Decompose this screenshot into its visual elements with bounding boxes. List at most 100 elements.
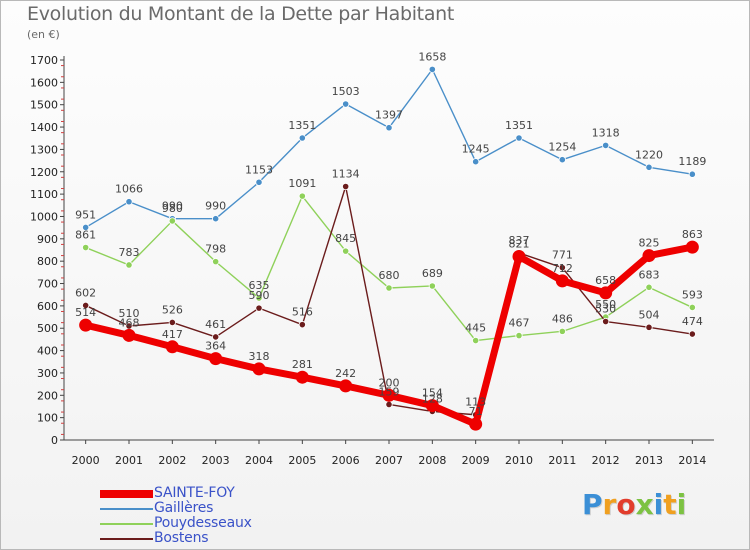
- y-tick-label: 1300: [30, 143, 58, 156]
- y-tick-label: 100: [37, 412, 58, 425]
- data-point-bostens: [558, 264, 566, 272]
- data-point-pouydesseaux: [168, 217, 176, 225]
- data-point-bostens: [82, 301, 90, 310]
- series-layer: [79, 65, 699, 431]
- y-tick-label: 700: [37, 278, 58, 291]
- data-label-pouydesseaux: 689: [422, 267, 443, 280]
- data-point-pouydesseaux: [125, 261, 133, 269]
- x-tick-label: 2003: [202, 454, 230, 467]
- data-label-sainte-foy: 863: [682, 228, 703, 241]
- data-point-bostens: [298, 321, 306, 329]
- data-label-pouydesseaux: 635: [249, 279, 270, 292]
- data-label-gailleres: 1153: [245, 163, 273, 176]
- data-label-bostens: 474: [682, 315, 703, 328]
- data-point-bostens: [255, 304, 263, 312]
- data-label-bostens: 530: [595, 303, 616, 316]
- data-point-pouydesseaux: [342, 247, 350, 255]
- data-point-gailleres: [298, 134, 306, 142]
- data-label-pouydesseaux: 680: [379, 269, 400, 282]
- data-label-pouydesseaux: 445: [465, 322, 486, 335]
- data-label-bostens: 461: [205, 318, 226, 331]
- data-label-pouydesseaux: 550: [595, 298, 616, 311]
- x-tick-label: 2001: [115, 454, 143, 467]
- data-point-gailleres: [558, 156, 566, 164]
- y-tick-label: 900: [37, 233, 58, 246]
- data-point-pouydesseaux: [385, 284, 393, 292]
- data-label-sainte-foy: 154: [422, 387, 443, 400]
- proxiti-logo: Proxiti: [582, 488, 686, 521]
- data-label-gailleres: 1351: [288, 119, 316, 132]
- data-label-pouydesseaux: 861: [75, 229, 96, 242]
- data-point-pouydesseaux: [645, 283, 653, 291]
- data-point-sainte-foy: [165, 340, 179, 354]
- data-label-bostens: 113: [465, 396, 486, 409]
- chart-title: Evolution du Montant de la Dette par Hab…: [27, 3, 455, 25]
- data-point-gailleres: [645, 163, 653, 171]
- data-point-bostens: [168, 318, 176, 327]
- data-label-pouydesseaux: 980: [162, 202, 183, 215]
- logo-letter: t: [663, 488, 677, 521]
- x-tick-label: 2008: [418, 454, 446, 467]
- data-point-sainte-foy: [469, 417, 483, 431]
- data-point-sainte-foy: [599, 286, 613, 300]
- data-label-gailleres: 1189: [678, 155, 706, 168]
- data-point-gailleres: [428, 65, 436, 73]
- data-point-pouydesseaux: [428, 282, 436, 290]
- data-point-sainte-foy: [555, 274, 569, 288]
- data-label-bostens: 526: [162, 303, 183, 316]
- data-label-pouydesseaux: 845: [335, 232, 356, 245]
- data-point-pouydesseaux: [558, 327, 566, 335]
- y-tick-label: 1200: [30, 166, 58, 179]
- data-point-sainte-foy: [382, 388, 396, 402]
- data-label-gailleres: 990: [162, 200, 183, 213]
- y-tick-label: 600: [37, 300, 58, 313]
- line-chart: 0 100 200 300 400 500 600 700 800 900 1000 1100 1200…: [30, 50, 714, 467]
- data-point-gailleres: [602, 141, 610, 149]
- data-label-sainte-foy: 821: [509, 237, 530, 250]
- data-point-bostens: [342, 182, 350, 191]
- data-label-bostens: 128: [422, 392, 443, 405]
- data-label-sainte-foy: 200: [379, 376, 400, 389]
- legend-swatch-pouydesseaux: [100, 523, 153, 525]
- logo-letter: i: [653, 488, 664, 521]
- data-point-sainte-foy: [209, 352, 223, 366]
- data-label-sainte-foy: 712: [552, 262, 573, 275]
- data-label-pouydesseaux: 683: [639, 268, 660, 281]
- data-point-bostens: [688, 330, 696, 338]
- data-point-bostens: [602, 317, 610, 326]
- y-tick-label: 1500: [30, 99, 58, 112]
- data-label-gailleres: 1066: [115, 183, 143, 196]
- data-label-pouydesseaux: 783: [119, 246, 140, 259]
- chart-axes: 0 100 200 300 400 500 600 700 800 900 1000 1100 1200…: [30, 54, 714, 467]
- data-point-pouydesseaux: [212, 258, 220, 266]
- data-point-gailleres: [125, 198, 133, 206]
- x-tick-label: 2005: [288, 454, 316, 467]
- data-label-gailleres: 1318: [592, 126, 620, 139]
- data-point-sainte-foy: [339, 379, 353, 393]
- data-label-sainte-foy: 514: [75, 306, 96, 319]
- data-point-bostens: [645, 323, 653, 331]
- data-label-bostens: 516: [292, 306, 313, 319]
- data-label-gailleres: 951: [75, 208, 96, 221]
- y-tick-label: 1000: [30, 210, 58, 223]
- logo-letter: i: [676, 488, 687, 521]
- data-point-gailleres: [515, 134, 523, 142]
- data-label-sainte-foy: 658: [595, 274, 616, 287]
- data-point-pouydesseaux: [298, 192, 306, 200]
- data-point-pouydesseaux: [255, 294, 263, 302]
- legend-swatch-sainte-foy: [100, 490, 153, 498]
- legend-label-sainte-foy: SAINTE-FOY: [154, 485, 235, 501]
- y-tick-label: 1700: [30, 54, 58, 67]
- data-point-sainte-foy: [425, 399, 439, 413]
- logo-letter: x: [635, 488, 654, 521]
- data-point-gailleres: [82, 223, 90, 232]
- data-label-bostens: 504: [639, 308, 660, 321]
- y-tick-label: 200: [37, 389, 58, 402]
- x-tick-label: 2011: [548, 454, 576, 467]
- y-tick-label: 0: [51, 434, 58, 447]
- data-label-pouydesseaux: 593: [682, 288, 703, 301]
- data-label-bostens: 771: [552, 249, 573, 262]
- data-point-gailleres: [255, 178, 263, 186]
- data-point-bostens: [385, 400, 393, 409]
- x-tick-label: 2004: [245, 454, 273, 467]
